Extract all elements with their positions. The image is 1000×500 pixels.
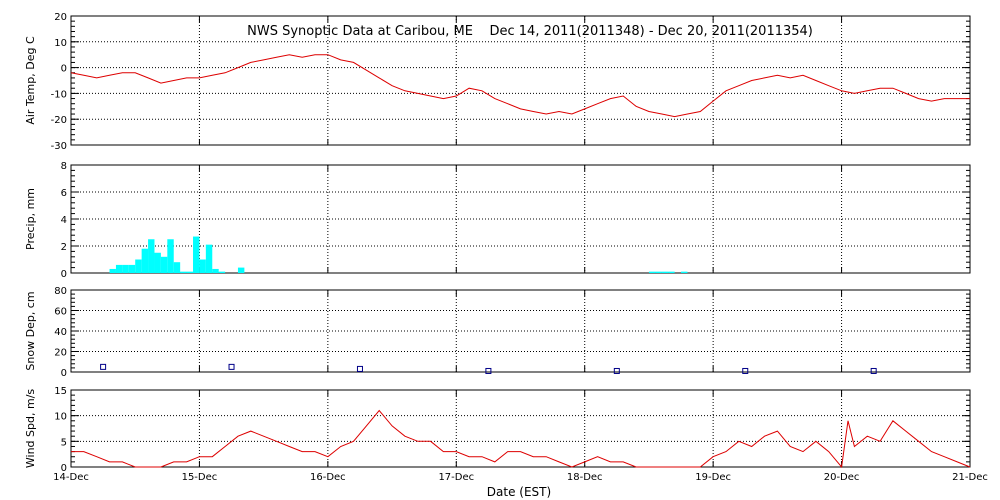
air-temp-ytick-label: 10 [54, 38, 67, 49]
precip-bar [173, 262, 181, 273]
precip-bar [218, 271, 226, 273]
precip-bar [661, 271, 669, 273]
x-tick-label: 16-Dec [310, 472, 346, 483]
precip-bar [205, 244, 213, 273]
precip-bar [237, 267, 245, 273]
panels: -30 -20 -10 0 10 20 Air Temp, Deg C 0 2 4 6 8 Precip… [24, 12, 971, 474]
precip-ytick-label: 6 [61, 188, 67, 199]
snow-depth-point [613, 367, 620, 374]
air-temp-ytick-label: -30 [51, 141, 67, 152]
precip-bar [655, 271, 662, 273]
x-tick-label: 15-Dec [182, 472, 218, 483]
snow-depth-ytick-label: 40 [54, 327, 67, 338]
x-tick-label: 17-Dec [438, 472, 474, 483]
precip-bar [193, 236, 200, 273]
precip-bar [160, 256, 168, 273]
x-axis: 14-Dec 15-Dec 16-Dec 17-Dec 18-Dec 19-Dec 20-D… [53, 472, 988, 483]
air-temp-frame [70, 15, 971, 146]
air-temp-ylabel: Air Temp, Deg C [24, 36, 37, 125]
x-axis-title: Date (EST) [487, 485, 551, 499]
wind-speed-ylabel: Wind Spd, m/s [24, 389, 37, 469]
air-temp-ytick-label: -20 [51, 115, 67, 126]
snow-depth-point [228, 363, 235, 370]
precip-bar [212, 268, 219, 273]
precip-ytick-label: 8 [61, 161, 67, 172]
x-tick-label: 14-Dec [53, 472, 89, 483]
air-temp-ytick-label: 20 [54, 12, 67, 23]
precip-bar [128, 264, 136, 273]
precip-bar [199, 259, 206, 273]
precip-bar [141, 248, 149, 273]
snow-depth-ytick-label: 20 [54, 348, 67, 359]
x-tick-label: 19-Dec [695, 472, 731, 483]
precip-bar [167, 239, 174, 273]
air-temp-ytick-label: 0 [61, 64, 67, 75]
precip-bar [186, 271, 194, 273]
precip-bar [135, 259, 142, 273]
snow-depth-point [100, 363, 107, 370]
wind-speed-ytick-label: 5 [61, 437, 67, 448]
air-temp-panel: -30 -20 -10 0 10 20 Air Temp, Deg C [24, 12, 971, 152]
wind-speed-ytick-label: 15 [54, 386, 67, 397]
precip-bar [668, 271, 675, 273]
precip-ytick-label: 2 [61, 242, 67, 253]
wind-speed-ytick-label: 10 [54, 412, 67, 423]
snow-depth-panel: 0 20 40 60 80 Snow Dep, cm [24, 286, 971, 379]
precip-bar [122, 264, 129, 273]
air-temp-ytick-label: -10 [51, 89, 67, 100]
snow-depth-ytick-label: 60 [54, 307, 67, 318]
snow-depth-point [870, 367, 877, 374]
wind-speed-ytick-label: 0 [61, 463, 67, 474]
x-tick-label: 21-Dec [952, 472, 988, 483]
precip-panel: 0 2 4 6 8 Precip, mm [24, 161, 971, 280]
precip-bar [115, 264, 123, 273]
chart-title: NWS Synoptic Data at Caribou, ME Dec 14,… [247, 24, 813, 39]
precip-ylabel: Precip, mm [24, 188, 37, 250]
precip-bar [154, 252, 161, 273]
precip-bar [648, 271, 656, 273]
precip-bar [109, 268, 116, 273]
wind-speed-frame [70, 389, 971, 468]
precip-ytick-label: 0 [61, 269, 67, 280]
snow-depth-ytick-label: 0 [61, 368, 67, 379]
precip-ytick-label: 4 [61, 215, 67, 226]
x-tick-label: 20-Dec [824, 472, 860, 483]
precip-bar [148, 239, 155, 273]
snow-depth-point [742, 367, 749, 374]
precip-bar [681, 271, 688, 273]
snow-depth-point [485, 367, 492, 374]
snow-depth-frame [70, 289, 971, 373]
snow-depth-ylabel: Snow Dep, cm [24, 291, 37, 370]
snow-depth-ytick-label: 80 [54, 286, 67, 297]
precip-bar [180, 271, 187, 273]
air-temp-series-line [70, 54, 970, 118]
snow-depth-point [356, 365, 363, 372]
x-tick-label: 18-Dec [567, 472, 603, 483]
wind-speed-panel: 0 5 10 15 Wind Spd, m/s [24, 386, 971, 474]
wind-speed-series-line [71, 409, 971, 469]
